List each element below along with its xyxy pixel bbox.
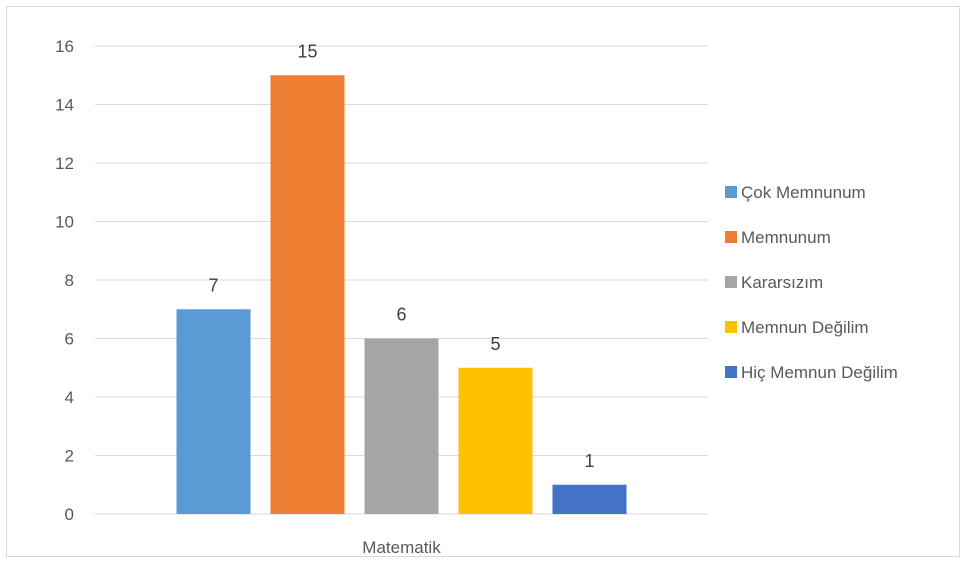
- bars: [176, 75, 627, 514]
- legend-label: Çok Memnunum: [741, 183, 866, 202]
- y-tick-label: 0: [65, 505, 74, 524]
- bar: [458, 367, 533, 514]
- y-tick-label: 14: [55, 96, 74, 115]
- data-labels: 7 15 6 5 1: [208, 41, 594, 471]
- bar-value-label: 6: [396, 305, 406, 325]
- y-tick-label: 2: [65, 447, 74, 466]
- legend-label: Memnun Değilim: [741, 318, 869, 337]
- legend-label: Hiç Memnun Değilim: [741, 363, 898, 382]
- bar: [176, 309, 251, 514]
- x-axis-categories: Matematik: [362, 538, 441, 557]
- legend-label: Memnunum: [741, 228, 831, 247]
- bar: [364, 338, 439, 514]
- y-tick-label: 12: [55, 154, 74, 173]
- bar-value-label: 1: [584, 451, 594, 471]
- y-axis-ticks: 0 2 4 6 8 10 12 14 16: [55, 37, 74, 524]
- x-category-label: Matematik: [362, 538, 441, 557]
- y-tick-label: 10: [55, 213, 74, 232]
- bar-value-label: 15: [297, 41, 317, 61]
- legend-swatch: [725, 321, 737, 333]
- legend-swatch: [725, 366, 737, 378]
- bar: [270, 75, 345, 514]
- legend-swatch: [725, 231, 737, 243]
- bar-value-label: 7: [208, 275, 218, 295]
- legend: Çok Memnunum Memnunum Kararsızım Memnun Değ…: [725, 183, 898, 382]
- legend-swatch: [725, 186, 737, 198]
- y-tick-label: 4: [65, 388, 74, 407]
- bar-value-label: 5: [490, 334, 500, 354]
- y-tick-label: 16: [55, 37, 74, 56]
- y-tick-label: 6: [65, 330, 74, 349]
- legend-label: Kararsızım: [741, 273, 823, 292]
- y-tick-label: 8: [65, 271, 74, 290]
- legend-swatch: [725, 276, 737, 288]
- bar: [552, 484, 627, 514]
